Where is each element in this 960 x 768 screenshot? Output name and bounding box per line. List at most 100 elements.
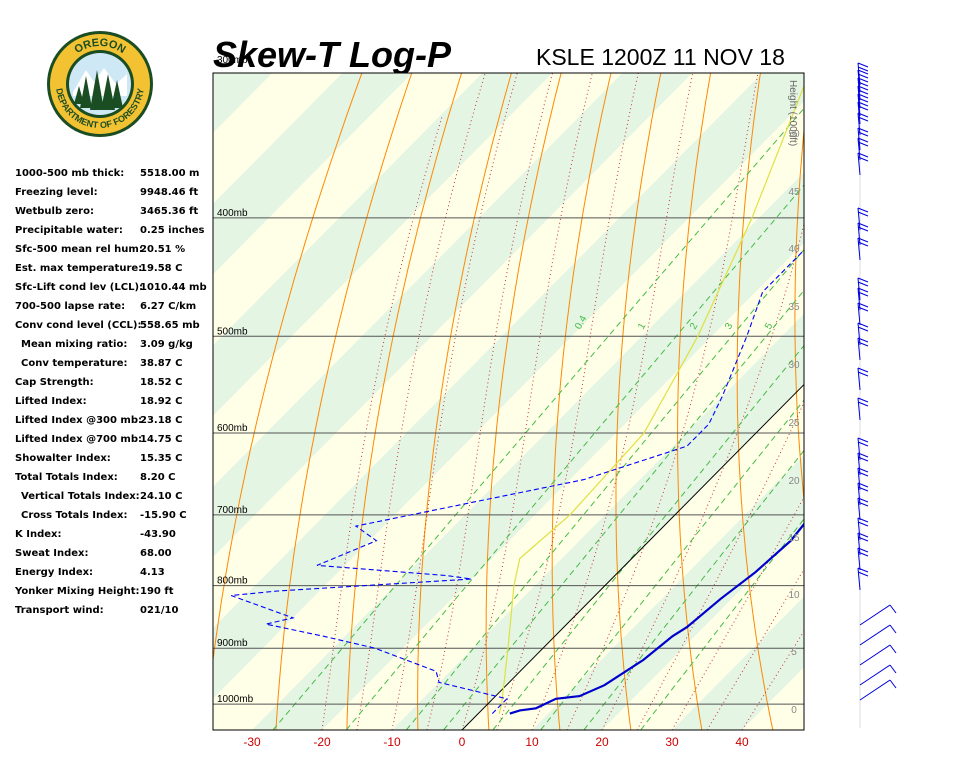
wind-barb-flag xyxy=(857,441,869,447)
pressure-label: 600mb xyxy=(217,423,248,434)
stat-value: -43.90 xyxy=(140,529,176,540)
height-tick-label: 50 xyxy=(788,129,800,140)
wind-barb-flag xyxy=(889,679,897,689)
pressure-label: 900mb xyxy=(217,638,248,649)
logo-top-text: OREGON xyxy=(72,37,127,56)
wind-barb-flag xyxy=(857,93,869,99)
stat-label: Mean mixing ratio: xyxy=(21,339,128,350)
wind-barb-column xyxy=(857,62,897,728)
mixing-ratio-line xyxy=(492,344,804,730)
wind-barb-flag xyxy=(857,62,869,68)
stat-label: Lifted Index @700 mb: xyxy=(15,434,142,445)
wind-barb-staff xyxy=(859,664,891,686)
stat-label: Sweat Index: xyxy=(15,548,89,559)
stat-label: Wetbulb zero: xyxy=(15,206,94,217)
stat-label: Yonker Mixing Height: xyxy=(15,586,140,597)
x-tick-label: 20 xyxy=(595,735,609,749)
stat-label: Precipitable water: xyxy=(15,225,123,236)
stat-value: 24.10 C xyxy=(140,491,183,502)
stat-value: 19.58 C xyxy=(140,263,183,274)
stat-label: Lifted Index: xyxy=(15,396,87,407)
height-tick-label: 25 xyxy=(788,418,800,429)
wind-barb-flag xyxy=(857,277,869,283)
isotherm-band xyxy=(532,455,804,730)
isotherm-band xyxy=(672,596,804,730)
wind-barb-flag xyxy=(857,517,869,523)
svg-text:OREGON: OREGON xyxy=(72,37,127,56)
stat-label: Sfc-Lift cond lev (LCL): xyxy=(15,282,144,293)
height-tick-label: 20 xyxy=(788,476,800,487)
wind-barb-flag xyxy=(857,127,869,133)
stat-label: Vertical Totals Index: xyxy=(21,491,140,502)
moist-adiabat-line xyxy=(426,73,554,730)
wind-barb-flag xyxy=(857,85,869,91)
stat-value: 3465.36 ft xyxy=(140,206,199,217)
moist-adiabat-line xyxy=(461,73,593,730)
stat-label: Sfc-500 mean rel hum: xyxy=(15,244,143,255)
wind-barb-flag xyxy=(857,77,869,83)
height-tick-label: 0 xyxy=(791,705,797,716)
wind-barb-flag xyxy=(857,291,869,297)
wind-barb-flag xyxy=(857,97,869,103)
moist-adiabat-line xyxy=(496,73,639,730)
wind-barb-flag xyxy=(857,306,869,312)
wind-barb-flag xyxy=(857,81,869,87)
height-tick-label: 5 xyxy=(791,647,797,658)
stat-value: 14.75 C xyxy=(140,434,183,445)
x-tick-label: -20 xyxy=(313,735,331,749)
station-time-subtitle: KSLE 1200Z 11 NOV 18 xyxy=(536,44,785,70)
dry-adiabat-line xyxy=(905,0,960,755)
wind-barb-flag xyxy=(857,486,869,492)
stat-value: 18.92 C xyxy=(140,396,183,407)
height-tick-label: 10 xyxy=(788,590,800,601)
wind-barb-flag xyxy=(857,397,869,403)
stat-value: 18.52 C xyxy=(140,377,183,388)
wind-barb-flag xyxy=(857,116,869,122)
x-tick-label: -10 xyxy=(383,735,401,749)
height-tick-label: 35 xyxy=(788,302,800,313)
mixing-ratio-label: 1 xyxy=(636,321,649,332)
wind-barb-flag xyxy=(857,152,869,158)
stat-label: Conv cond level (CCL): xyxy=(15,320,142,331)
wind-barb-flag xyxy=(857,322,869,328)
mixing-ratio-line xyxy=(272,107,804,730)
isotherm-band xyxy=(252,172,804,730)
wind-barb-flag xyxy=(889,604,897,614)
oregon-department-of-forestry-logo: OREGON DEPARTMENT OF FORESTRY xyxy=(46,30,154,138)
dry-adiabat-line xyxy=(851,0,960,755)
dry-adiabat-line xyxy=(794,125,804,505)
wind-barb-flag xyxy=(857,536,869,542)
pressure-label: 300mb xyxy=(217,55,248,66)
wind-barb-flag xyxy=(857,105,869,111)
stat-value: 0.25 inches xyxy=(140,225,205,236)
isotherm-band xyxy=(812,0,960,730)
wind-barb-flag xyxy=(857,141,869,147)
stat-value: 4.13 xyxy=(140,567,165,578)
stat-label: Cap Strength: xyxy=(15,377,94,388)
pressure-label: 500mb xyxy=(217,326,248,337)
height-tick-label: 30 xyxy=(788,360,800,371)
wind-barb-flag xyxy=(857,226,869,232)
wind-barb-flag xyxy=(857,341,869,347)
stat-label: Total Totals Index: xyxy=(15,472,118,483)
wind-barb-flag xyxy=(857,456,869,462)
mixing-ratio-line xyxy=(443,289,804,730)
x-tick-label: 30 xyxy=(665,735,679,749)
mixing-ratio-line xyxy=(345,184,804,730)
stat-label: Freezing level: xyxy=(15,187,98,198)
stat-value: 15.35 C xyxy=(140,453,183,464)
wind-barb-flag xyxy=(857,367,869,373)
stat-value: 8.20 C xyxy=(140,472,176,483)
stat-value: 23.18 C xyxy=(140,415,183,426)
stat-value: 558.65 mb xyxy=(140,320,200,331)
stat-value: -15.90 C xyxy=(140,510,187,521)
isotherm-band xyxy=(322,243,804,730)
wind-barb-flag xyxy=(889,624,897,634)
stat-value: 68.00 xyxy=(140,548,172,559)
wind-barb-flag xyxy=(857,571,869,577)
wind-barb-flag xyxy=(857,521,869,527)
stat-value: 190 ft xyxy=(140,586,174,597)
stat-value: 5518.00 m xyxy=(140,168,200,179)
